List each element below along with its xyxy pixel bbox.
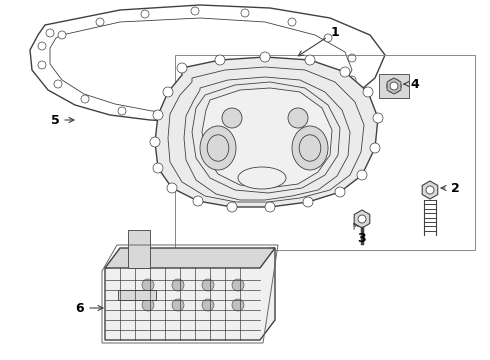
- Circle shape: [172, 279, 184, 291]
- Text: 5: 5: [50, 113, 74, 126]
- Circle shape: [373, 113, 383, 123]
- Circle shape: [358, 215, 366, 223]
- FancyBboxPatch shape: [379, 74, 409, 98]
- Polygon shape: [422, 181, 438, 199]
- Circle shape: [222, 108, 242, 128]
- Circle shape: [298, 106, 306, 114]
- Text: 6: 6: [75, 302, 103, 315]
- Circle shape: [38, 42, 46, 50]
- Circle shape: [265, 202, 275, 212]
- Circle shape: [232, 279, 244, 291]
- Ellipse shape: [238, 167, 286, 189]
- Circle shape: [142, 299, 154, 311]
- Circle shape: [357, 170, 367, 180]
- Polygon shape: [155, 57, 378, 207]
- Text: 1: 1: [298, 26, 340, 56]
- Circle shape: [163, 87, 173, 97]
- Circle shape: [324, 34, 332, 42]
- Circle shape: [348, 76, 356, 84]
- Circle shape: [254, 113, 262, 121]
- Circle shape: [81, 95, 89, 103]
- Circle shape: [370, 143, 380, 153]
- Circle shape: [193, 196, 203, 206]
- Polygon shape: [105, 248, 275, 340]
- Polygon shape: [118, 290, 156, 300]
- Text: 4: 4: [404, 77, 419, 90]
- Circle shape: [150, 137, 160, 147]
- Circle shape: [172, 299, 184, 311]
- Circle shape: [288, 18, 296, 26]
- Circle shape: [167, 183, 177, 193]
- Circle shape: [305, 55, 315, 65]
- Circle shape: [54, 80, 62, 88]
- Circle shape: [177, 63, 187, 73]
- Text: 2: 2: [441, 181, 459, 194]
- Circle shape: [206, 115, 214, 123]
- Circle shape: [303, 197, 313, 207]
- Circle shape: [141, 10, 149, 18]
- Circle shape: [159, 113, 167, 121]
- Circle shape: [335, 187, 345, 197]
- Polygon shape: [105, 248, 275, 268]
- Circle shape: [288, 108, 308, 128]
- Circle shape: [191, 7, 199, 15]
- Circle shape: [332, 94, 340, 102]
- Polygon shape: [387, 78, 401, 94]
- Circle shape: [260, 52, 270, 62]
- Circle shape: [153, 163, 163, 173]
- Ellipse shape: [292, 126, 328, 170]
- Circle shape: [390, 82, 398, 90]
- Circle shape: [348, 54, 356, 62]
- Polygon shape: [128, 230, 150, 268]
- Circle shape: [340, 67, 350, 77]
- Circle shape: [58, 31, 66, 39]
- Circle shape: [202, 299, 214, 311]
- Circle shape: [387, 79, 401, 93]
- Circle shape: [232, 299, 244, 311]
- Polygon shape: [354, 210, 370, 228]
- Circle shape: [118, 107, 126, 115]
- Text: 3: 3: [354, 224, 367, 244]
- Circle shape: [38, 61, 46, 69]
- Circle shape: [142, 279, 154, 291]
- Circle shape: [202, 279, 214, 291]
- Polygon shape: [202, 88, 332, 188]
- Bar: [175, 55, 475, 250]
- Circle shape: [227, 202, 237, 212]
- Circle shape: [426, 186, 434, 194]
- Circle shape: [96, 18, 104, 26]
- Ellipse shape: [200, 126, 236, 170]
- Circle shape: [215, 55, 225, 65]
- Circle shape: [153, 110, 163, 120]
- Circle shape: [46, 29, 54, 37]
- Circle shape: [241, 9, 249, 17]
- Circle shape: [363, 87, 373, 97]
